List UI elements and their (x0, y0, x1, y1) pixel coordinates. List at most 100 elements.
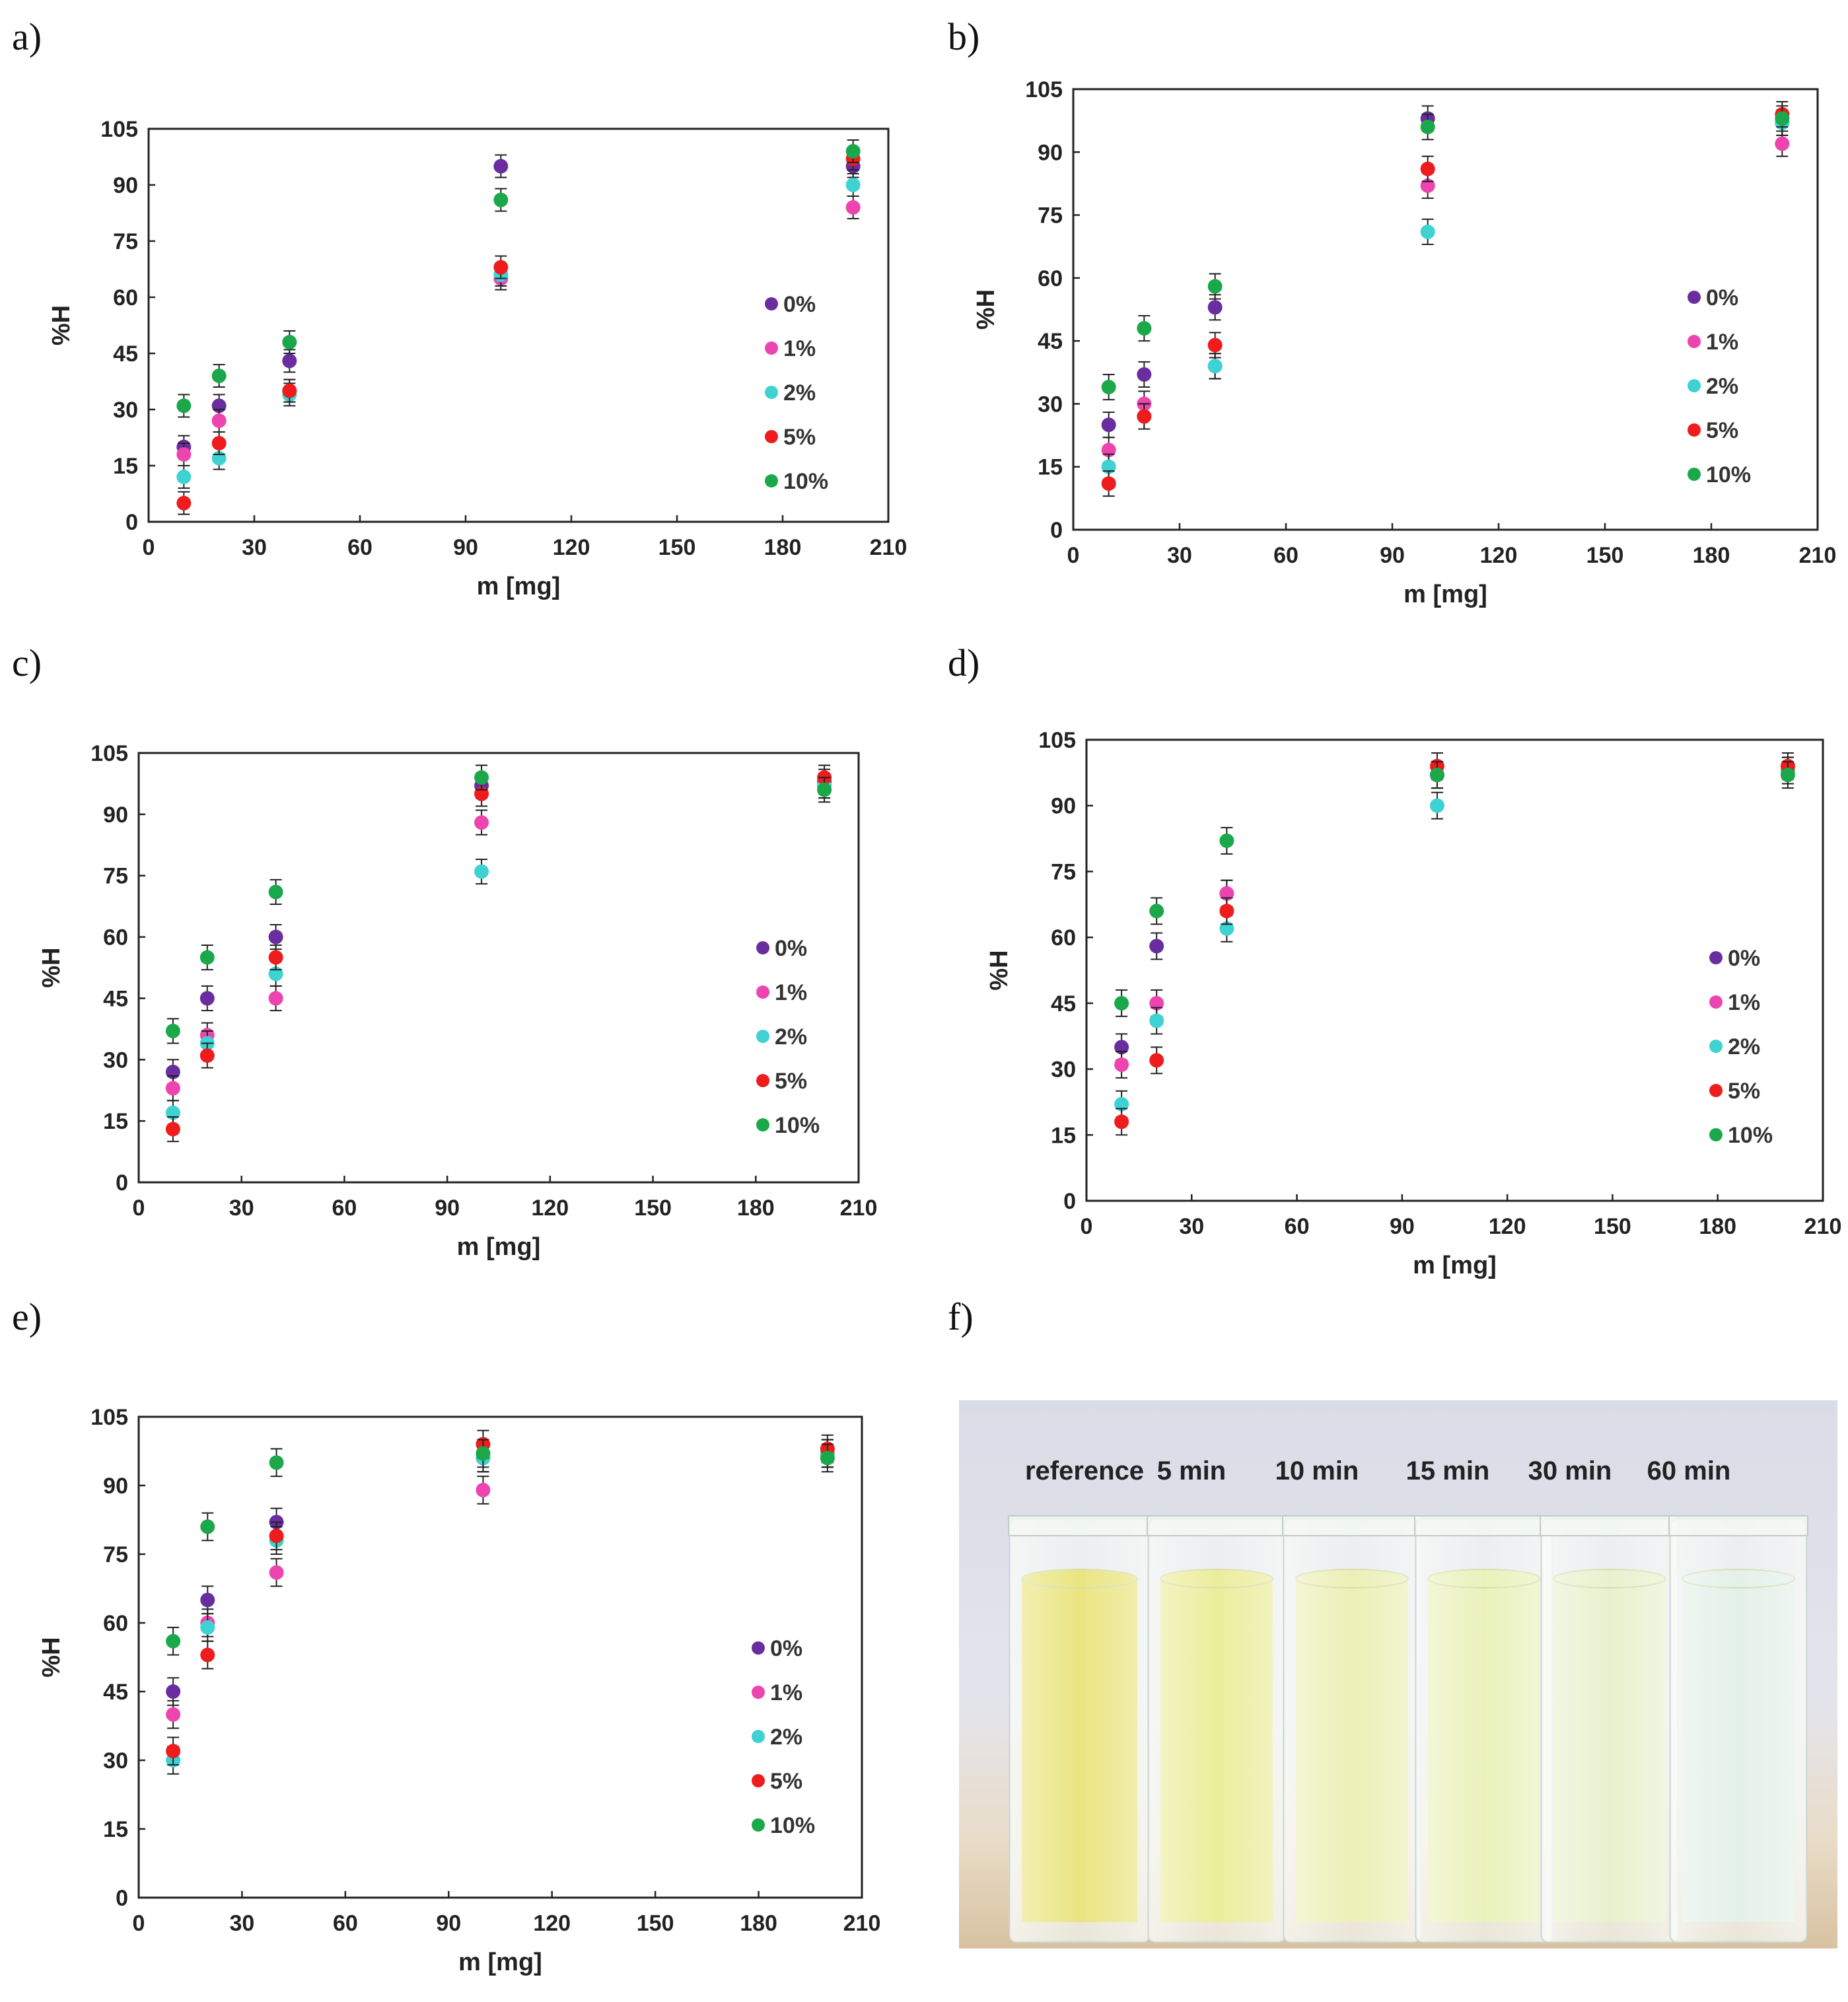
chart-a: 0 30 60 90 120 150 180 210 0 15 30 45 60 75 90 105 m [mg… (48, 117, 907, 600)
y-tick-label: 105 (90, 741, 128, 766)
x-tick-label: 120 (1489, 1214, 1526, 1239)
y-tick-label: 15 (1051, 1123, 1076, 1148)
legend-label: 10% (1706, 462, 1751, 487)
cuvette (1282, 1515, 1422, 1943)
y-tick-label: 60 (103, 1611, 128, 1636)
data-point-2pct (1149, 1013, 1164, 1028)
y-tick-label: 30 (103, 1748, 128, 1773)
photo-label: 10 min (1275, 1456, 1359, 1485)
plot-frame (1072, 88, 1819, 531)
y-tick-label: 60 (1051, 925, 1076, 950)
data-point-10pct (817, 782, 832, 797)
data-point-5pct (493, 260, 509, 275)
x-tick-label: 210 (843, 1911, 881, 1936)
x-axis-label: m [mg] (477, 573, 561, 600)
data-point-1pct (476, 1482, 491, 1497)
legend-label: 5% (1728, 1079, 1760, 1104)
data-point-0pct (200, 1592, 215, 1608)
panel-label-e: e) (12, 1295, 42, 1338)
x-axis-label: m [mg] (1413, 1252, 1497, 1279)
legend-label: 2% (1706, 374, 1738, 399)
y-tick-label: 75 (1038, 203, 1063, 229)
data-point-1pct (165, 1081, 180, 1096)
legend-label: 0% (1706, 285, 1738, 310)
cuvette (1147, 1515, 1287, 1943)
y-tick-label: 0 (125, 510, 138, 535)
y-tick-label: 90 (1051, 794, 1076, 819)
x-tick-label: 180 (737, 1196, 775, 1221)
data-point-10pct (1219, 833, 1234, 848)
data-point-10pct (1775, 111, 1790, 126)
y-tick-label: 75 (103, 1542, 128, 1567)
legend-marker (756, 941, 769, 954)
x-tick-label: 90 (1390, 1214, 1415, 1239)
data-point-5pct (199, 1048, 215, 1063)
y-tick-label: 105 (90, 1405, 128, 1430)
data-point-2pct (1429, 798, 1444, 813)
y-tick-label: 0 (1050, 518, 1063, 543)
y-tick-label: 105 (1025, 77, 1063, 102)
legend-label: 0% (770, 1636, 802, 1661)
panel-label-b: b) (948, 15, 980, 58)
x-tick-label: 180 (764, 535, 802, 560)
x-tick-label: 210 (870, 535, 907, 560)
data-point-5pct (1219, 904, 1234, 919)
legend-label: 1% (770, 1680, 802, 1705)
y-tick-label: 30 (1051, 1057, 1076, 1083)
plot-frame (137, 1415, 863, 1899)
panel-label-c: c) (12, 641, 42, 684)
data-point-0pct (1101, 417, 1116, 433)
y-axis-label: %H (38, 1637, 65, 1677)
x-tick-label: 210 (1804, 1214, 1842, 1239)
x-tick-label: 0 (1067, 543, 1080, 568)
data-point-10pct (1780, 768, 1795, 783)
legend-marker (1709, 1040, 1723, 1053)
legend-label: 1% (1706, 330, 1738, 355)
y-tick-label: 45 (103, 986, 128, 1011)
legend-marker (1688, 291, 1701, 304)
y-tick-label: 90 (113, 173, 138, 198)
data-point-10pct (1137, 321, 1152, 336)
x-tick-label: 60 (333, 1911, 358, 1936)
legend-marker (765, 341, 778, 355)
data-point-10pct (268, 884, 283, 900)
data-point-1pct (1775, 136, 1790, 151)
legend-marker (1688, 379, 1701, 392)
data-point-0pct (282, 353, 297, 369)
legend-label: 5% (1706, 418, 1738, 443)
data-point-5pct (1207, 338, 1223, 353)
data-point-5pct (166, 1744, 181, 1759)
y-tick-label: 60 (1038, 266, 1063, 291)
x-tick-label: 150 (1586, 543, 1624, 568)
x-tick-label: 180 (740, 1911, 777, 1936)
cuvette (1668, 1515, 1808, 1943)
data-point-5pct (211, 436, 227, 450)
data-point-5pct (1420, 161, 1435, 176)
data-point-10pct (211, 369, 227, 383)
x-tick-label: 30 (1179, 1214, 1204, 1239)
x-tick-label: 120 (1480, 543, 1518, 568)
y-tick-label: 30 (1038, 392, 1063, 417)
data-point-1pct (166, 1707, 181, 1722)
x-tick-label: 120 (553, 535, 590, 560)
x-tick-label: 120 (531, 1196, 569, 1221)
data-point-10pct (1149, 904, 1164, 919)
data-point-1pct (211, 413, 227, 428)
data-point-10pct (165, 1023, 180, 1038)
data-point-0pct (1114, 1040, 1129, 1055)
data-point-10pct (474, 770, 489, 785)
cuvette-rim (1540, 1515, 1680, 1536)
legend-marker (1688, 468, 1701, 481)
legend-marker (752, 1686, 765, 1699)
cuvette (1414, 1515, 1554, 1943)
x-tick-label: 0 (133, 1911, 145, 1936)
x-tick-label: 90 (453, 535, 478, 560)
x-axis-label: m [mg] (458, 1948, 542, 1976)
x-tick-label: 120 (533, 1911, 571, 1936)
y-tick-label: 15 (113, 454, 138, 479)
photo-label: 30 min (1528, 1456, 1612, 1485)
data-point-0pct (268, 929, 283, 945)
x-tick-label: 150 (1594, 1214, 1631, 1239)
y-tick-label: 15 (103, 1109, 128, 1134)
